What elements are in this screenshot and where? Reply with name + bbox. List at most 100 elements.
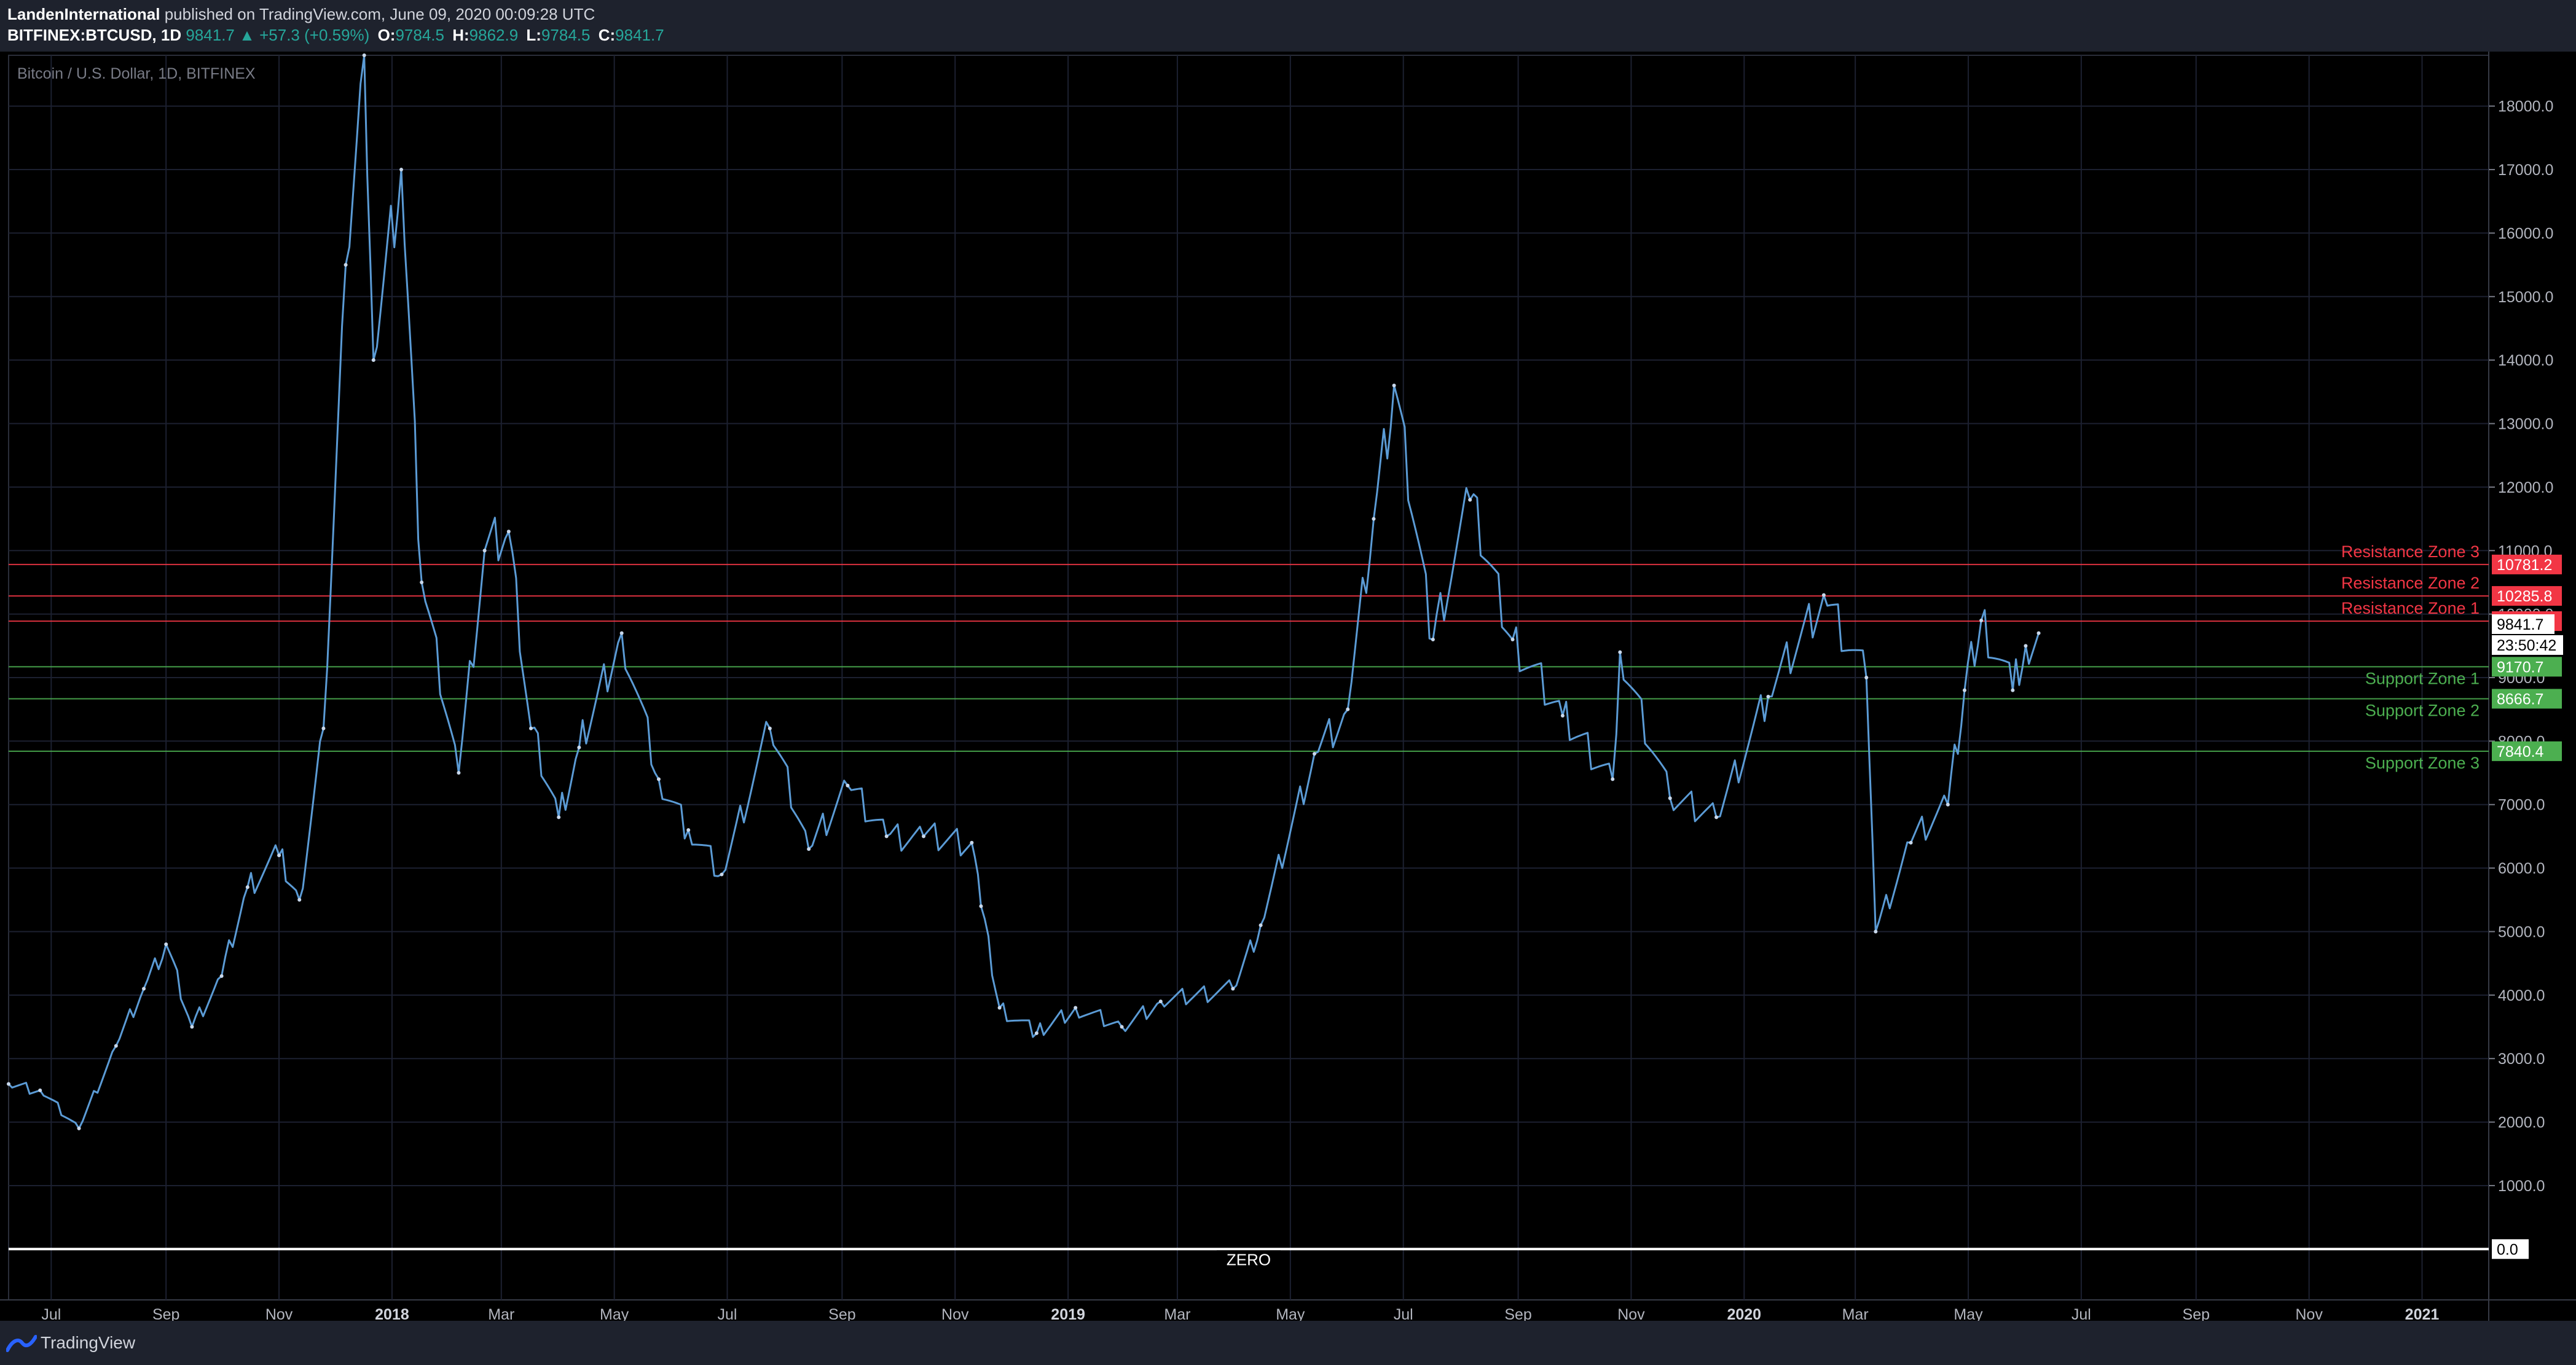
level-price-label: 9170.7 (2497, 659, 2543, 676)
price-chart[interactable]: 18000.0 17000.0 16000.0 15000.0 14000.0 13000… (0, 52, 2576, 1323)
price-point (7, 1082, 10, 1086)
price-point (142, 987, 146, 991)
close-label: C: (598, 26, 616, 44)
price-point (1821, 593, 1826, 597)
price-point (720, 872, 724, 877)
price-point (38, 1088, 42, 1092)
x-tick-label: Mar (1842, 1306, 1869, 1321)
x-tick-label: Sep (152, 1306, 179, 1321)
author-name[interactable]: LandenInternational (7, 5, 160, 23)
price-point (482, 549, 487, 553)
x-tick-label: Nov (1617, 1306, 1645, 1321)
level-price-tag (2492, 741, 2562, 761)
price-point (807, 847, 811, 851)
price-point (362, 53, 366, 57)
published-text: published on TradingView.com, June 09, 2… (164, 5, 595, 23)
level-name-label: Resistance Zone 3 (2341, 542, 2480, 561)
price-point (1431, 637, 1435, 641)
level-name-label: Support Zone 2 (2365, 701, 2480, 719)
y-tick-label: 14000.0 (2498, 352, 2553, 369)
close-value: 9841.7 (615, 26, 664, 44)
price-point (1668, 796, 1672, 800)
level-price-label: 8666.7 (2497, 690, 2543, 708)
price-point (1979, 618, 1984, 622)
open-label: O: (377, 26, 396, 44)
y-tick-label: 13000.0 (2498, 416, 2553, 433)
price-point (1560, 714, 1565, 718)
brand-name[interactable]: TradingView (41, 1333, 136, 1352)
price-point (1313, 752, 1317, 756)
x-tick-label: May (600, 1306, 629, 1321)
tradingview-logo-icon[interactable] (6, 1332, 37, 1354)
x-tick-label: Sep (828, 1306, 855, 1321)
price-point (970, 840, 974, 845)
price-point (1392, 383, 1396, 388)
x-tick-label: Jul (718, 1306, 737, 1321)
price-point (979, 904, 983, 909)
symbol-legend: BITFINEX:BTCUSD, 1D 9841.7 ▲ +57.3 (+0.5… (7, 26, 664, 45)
price-point (1120, 1025, 1124, 1029)
price-point (297, 898, 302, 902)
y-tick-label: 4000.0 (2498, 987, 2545, 1004)
price-point (1611, 777, 1615, 781)
chart-area[interactable]: 18000.0 17000.0 16000.0 15000.0 14000.0 13000… (0, 52, 2576, 1323)
x-tick-label: Jul (41, 1306, 61, 1321)
y-tick-label: 6000.0 (2498, 860, 2545, 877)
price-point (1510, 637, 1515, 641)
price-point (1034, 1031, 1039, 1035)
chart-title: Bitcoin / U.S. Dollar, 1D, BITFINEX (17, 65, 256, 82)
price-point (399, 168, 404, 172)
price-point (1231, 987, 1235, 991)
price-point (1909, 840, 1913, 845)
open-value: 9784.5 (395, 26, 444, 44)
chart-header: LandenInternational published on Trading… (0, 0, 2576, 52)
y-tick-label: 15000.0 (2498, 289, 2553, 306)
level-name-label: Resistance Zone 1 (2341, 599, 2480, 617)
price-point (557, 815, 561, 819)
x-tick-label: Sep (2183, 1306, 2210, 1321)
price-point (1946, 802, 1950, 807)
x-tick-label: Nov (265, 1306, 293, 1321)
symbol-name[interactable]: BITFINEX:BTCUSD, 1D (7, 26, 182, 44)
level-price-tag (2492, 554, 2562, 574)
price-change: +57.3 (+0.59%) (259, 26, 370, 44)
price-point (686, 828, 691, 832)
price-point (1372, 517, 1376, 521)
price-point (1618, 650, 1622, 654)
level-name-label: Resistance Zone 2 (2341, 574, 2480, 592)
last-price-tag (2492, 614, 2554, 634)
x-tick-label: 2020 (1727, 1306, 1761, 1321)
price-point (114, 1044, 118, 1048)
price-point (2036, 631, 2041, 635)
price-point (1766, 695, 1770, 699)
price-point (1074, 1006, 1078, 1010)
change-arrow-icon: ▲ (239, 26, 255, 44)
y-tick-label: 3000.0 (2498, 1050, 2545, 1068)
countdown-label: 23:50:42 (2497, 637, 2556, 654)
x-tick-label: Nov (2295, 1306, 2323, 1321)
price-point (922, 834, 926, 839)
x-tick-label: Jul (1394, 1306, 1413, 1321)
x-tick-label: Sep (1504, 1306, 1531, 1321)
price-point (457, 771, 461, 775)
publish-info: LandenInternational published on Trading… (7, 5, 595, 24)
price-point (164, 942, 168, 947)
level-price-tag (2492, 689, 2562, 709)
y-tick-label: 2000.0 (2498, 1114, 2545, 1132)
price-point (1468, 498, 1472, 502)
level-name-label: Support Zone 3 (2365, 754, 2480, 772)
high-label: H: (452, 26, 469, 44)
price-point (1962, 688, 1966, 692)
y-tick-label: 16000.0 (2498, 225, 2553, 242)
level-price-tag (2492, 657, 2562, 677)
y-tick-label: 5000.0 (2498, 923, 2545, 941)
level-price-tag (2492, 1239, 2529, 1259)
footer: TradingView (0, 1321, 2576, 1365)
price-point (1714, 815, 1719, 819)
x-tick-label: 2018 (375, 1306, 409, 1321)
level-price-label: 10781.2 (2497, 557, 2552, 574)
last-price: 9841.7 (186, 26, 235, 44)
price-point (768, 726, 772, 730)
price-point (2011, 688, 2015, 692)
price-point (506, 530, 511, 534)
